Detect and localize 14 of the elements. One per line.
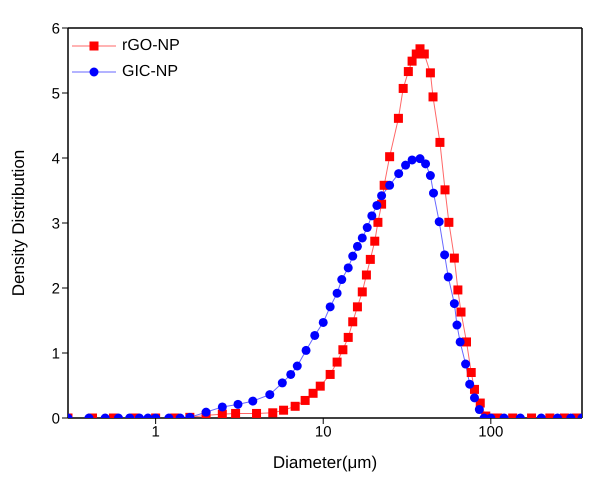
x-tick-label: 100 (478, 424, 504, 441)
x-tick-label: 10 (314, 424, 332, 441)
y-tick-label: 3 (52, 215, 60, 232)
y-tick-label: 1 (52, 345, 60, 362)
y-tick-label: 4 (52, 150, 60, 168)
legend-label: GIC-NP (122, 63, 178, 81)
y-tick-label: 5 (52, 85, 60, 102)
legend-label: rGO-NP (122, 37, 180, 55)
y-tick-label: 6 (52, 20, 60, 38)
y-tick-label: 0 (52, 410, 60, 428)
x-tick-label: 1 (151, 424, 160, 441)
y-tick-label: 2 (52, 280, 60, 298)
y-axis-title: Density Distribution (9, 150, 28, 296)
x-axis-title: Diameter(μm) (272, 453, 378, 472)
